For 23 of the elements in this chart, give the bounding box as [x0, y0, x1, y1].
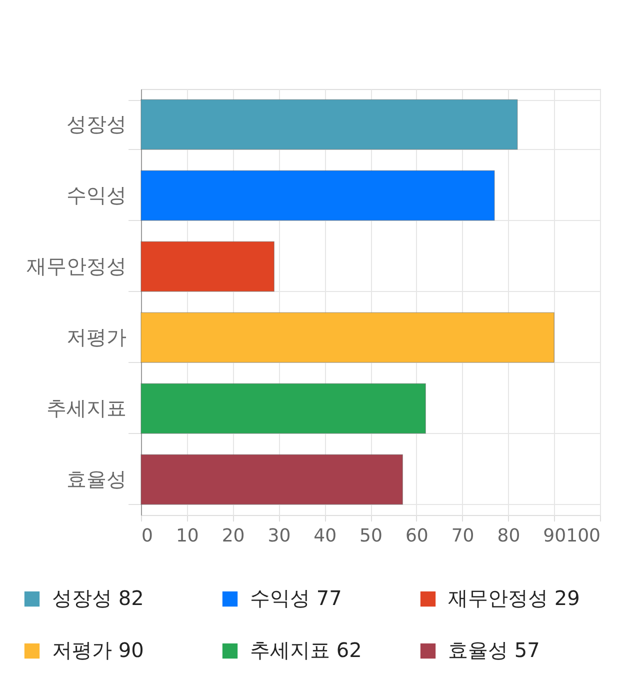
- legend-label: 성장성 82: [52, 586, 144, 610]
- legend-label: 수익성 77: [250, 586, 342, 610]
- legend-label: 효율성 57: [448, 638, 540, 662]
- x-tick-label: 20: [222, 526, 245, 546]
- y-tick-label: 수익성: [66, 183, 126, 207]
- x-tick-label: 100: [566, 526, 600, 546]
- x-tick-label: 70: [451, 526, 474, 546]
- y-tick-label: 성장성: [66, 112, 126, 136]
- y-tick-label: 효율성: [66, 467, 126, 491]
- y-tick-label: 재무안정성: [26, 254, 126, 278]
- y-tick-label: 추세지표: [46, 396, 126, 420]
- legend-label: 추세지표 62: [250, 638, 362, 662]
- x-tick-label: 60: [405, 526, 428, 546]
- y-tick-label: 저평가: [66, 325, 126, 349]
- x-tick-label: 40: [314, 526, 337, 546]
- legend-label: 재무안정성 29: [448, 586, 580, 610]
- x-tick-label: 50: [360, 526, 382, 546]
- x-tick-label: 30: [268, 526, 291, 546]
- x-tick-label: 10: [176, 526, 199, 546]
- x-tick-label: 0: [142, 526, 153, 546]
- x-tick-label: 90: [543, 526, 566, 546]
- x-tick-label: 80: [497, 526, 520, 546]
- legend-label: 저평가 90: [52, 638, 144, 662]
